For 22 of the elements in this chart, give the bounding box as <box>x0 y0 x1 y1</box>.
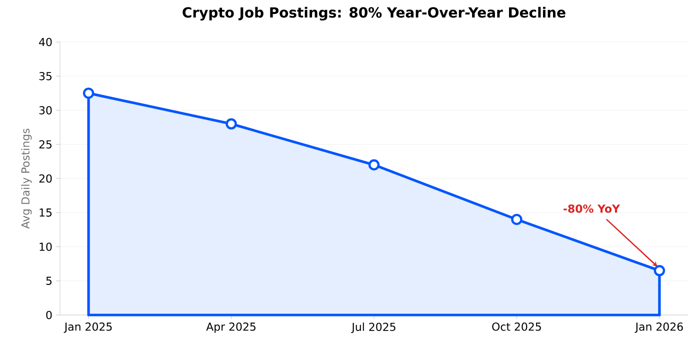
y-tick-label: 15 <box>40 208 52 217</box>
point <box>82 88 94 99</box>
x-tick-label: Oct 2025 <box>492 322 541 331</box>
point <box>226 118 237 130</box>
point <box>654 265 666 276</box>
x-tick-label: Jan 2025 <box>64 322 112 333</box>
y-tick-label: 35 <box>39 72 52 80</box>
y-tick-label: 10 <box>40 242 52 251</box>
x-tick-label: Jul 2025 <box>351 322 396 334</box>
chart-title: Crypto Job Postings: 80% Year-Over-Year Decline <box>182 6 566 21</box>
annotation: -80% YoY <box>564 204 620 213</box>
y-tick-label: 30 <box>39 106 52 114</box>
y-tick-label: 5 <box>46 276 52 285</box>
point <box>368 159 380 170</box>
y-tick-label: 20 <box>39 174 52 183</box>
y-axis-title: Avg Daily Postings <box>21 128 32 229</box>
y-tick-label: 40 <box>39 38 52 46</box>
point <box>511 214 522 226</box>
x-tick-label: Apr 2025 <box>206 322 256 333</box>
y-tick-label: 25 <box>39 140 52 149</box>
x-tick-label: Jan 2026 <box>634 322 683 333</box>
y-tick-label: 0 <box>46 310 52 320</box>
